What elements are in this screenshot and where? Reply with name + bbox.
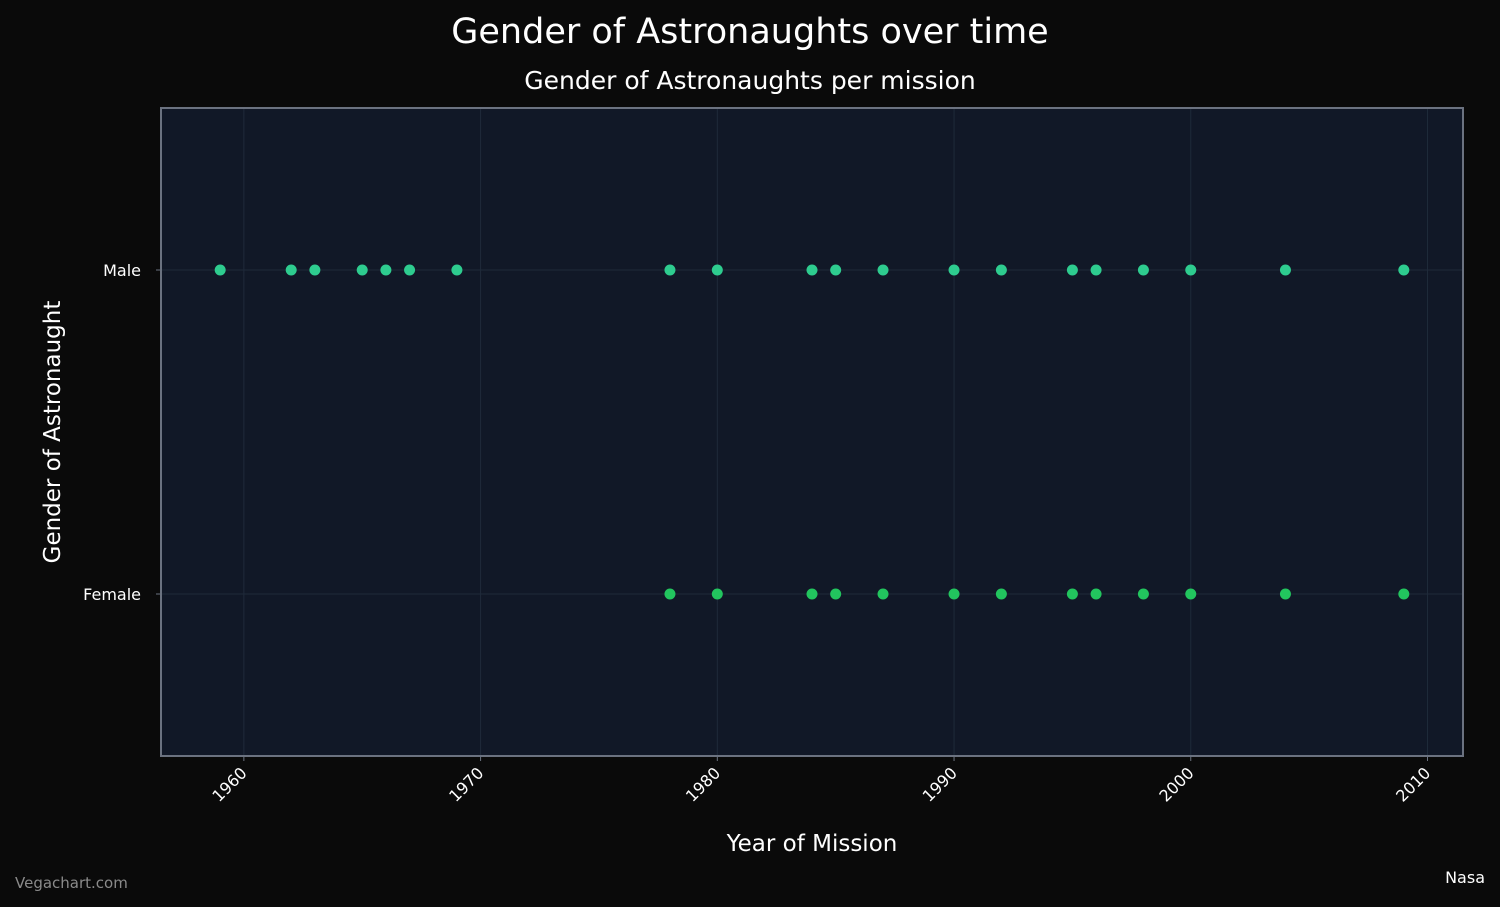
data-point-female <box>830 588 842 600</box>
plot-area <box>161 108 1463 756</box>
data-point-male <box>995 264 1007 276</box>
data-point-female <box>1279 588 1291 600</box>
data-point-female <box>711 588 723 600</box>
data-point-female <box>806 588 818 600</box>
chart-title: Gender of Astronaughts over time <box>451 12 1048 52</box>
data-point-male <box>830 264 842 276</box>
data-point-male <box>877 264 889 276</box>
data-point-female <box>948 588 960 600</box>
data-point-male <box>1398 264 1410 276</box>
data-point-male <box>1090 264 1102 276</box>
x-tick-label: 1990 <box>919 763 961 805</box>
data-point-male <box>356 264 368 276</box>
chart-subtitle: Gender of Astronaughts per mission <box>524 66 975 95</box>
data-point-male <box>1279 264 1291 276</box>
data-point-male <box>948 264 960 276</box>
x-tick-label: 1960 <box>208 763 250 805</box>
data-points <box>214 264 1410 600</box>
data-point-male <box>806 264 818 276</box>
data-point-male <box>1066 264 1078 276</box>
data-point-male <box>309 264 321 276</box>
x-tick-label: 1970 <box>445 763 487 805</box>
data-point-female <box>1137 588 1149 600</box>
data-point-male <box>404 264 416 276</box>
y-axis-label: Gender of Astronaught <box>40 301 66 564</box>
x-tick-label: 1980 <box>682 763 724 805</box>
plot-frame <box>160 107 1464 757</box>
data-point-female <box>995 588 1007 600</box>
x-tick-label: 2010 <box>1392 763 1434 805</box>
data-point-male <box>1185 264 1197 276</box>
y-tick-label: Male <box>103 261 141 280</box>
data-point-female <box>1185 588 1197 600</box>
data-point-male <box>664 264 676 276</box>
data-point-female <box>877 588 889 600</box>
data-point-female <box>1398 588 1410 600</box>
data-point-male <box>214 264 226 276</box>
data-point-male <box>1137 264 1149 276</box>
data-point-female <box>1066 588 1078 600</box>
watermark: Vegachart.com <box>15 874 128 892</box>
data-point-female <box>664 588 676 600</box>
x-tick-label: 2000 <box>1155 763 1197 805</box>
y-axis-ticks: Male Female <box>83 261 161 604</box>
x-axis-ticks: 1960 1970 1980 1990 2000 2010 <box>208 756 1434 806</box>
data-point-male <box>380 264 392 276</box>
data-point-male <box>711 264 723 276</box>
data-point-male <box>285 264 297 276</box>
y-tick-label: Female <box>83 585 141 604</box>
x-axis-label: Year of Mission <box>726 831 898 857</box>
data-point-female <box>1090 588 1102 600</box>
data-point-male <box>451 264 463 276</box>
source-label: Nasa <box>1445 868 1485 887</box>
